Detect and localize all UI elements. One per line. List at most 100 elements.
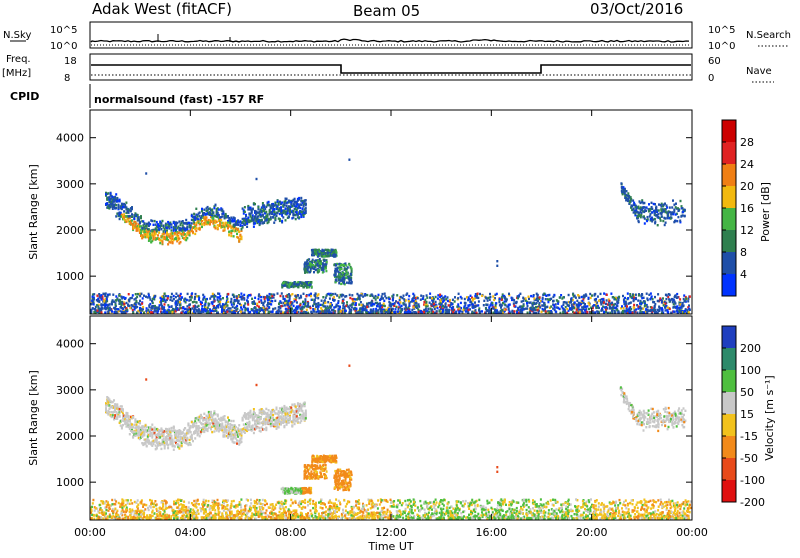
heatmap-cell: [116, 197, 118, 199]
heatmap-cell: [588, 308, 590, 310]
heatmap-cell: [194, 311, 196, 313]
heatmap-cell: [418, 311, 420, 313]
heatmap-cell: [132, 305, 134, 307]
heatmap-cell: [203, 296, 205, 298]
heatmap-cell: [640, 215, 642, 217]
heatmap-cell: [262, 202, 264, 204]
heatmap-cell: [281, 201, 283, 203]
heatmap-cell: [495, 302, 497, 304]
heatmap-cell: [622, 193, 624, 195]
heatmap-cell: [305, 302, 307, 304]
heatmap-cell: [655, 211, 657, 213]
heatmap-cell: [576, 300, 578, 302]
heatmap-cell: [392, 299, 394, 301]
heatmap-cell: [610, 293, 612, 295]
heatmap-cell: [123, 303, 125, 305]
heatmap-cell: [342, 300, 344, 302]
heatmap-cell: [205, 301, 207, 303]
heatmap-cell: [296, 301, 298, 303]
heatmap-cell: [278, 203, 280, 205]
heatmap-cell: [504, 296, 506, 298]
heatmap-cell: [128, 305, 130, 307]
heatmap-cell: [256, 303, 258, 305]
heatmap-cell: [481, 310, 483, 312]
heatmap-cell: [101, 311, 103, 313]
heatmap-cell: [135, 307, 137, 309]
heatmap-cell: [452, 311, 454, 313]
heatmap-cell: [172, 241, 174, 243]
heatmap-cell: [142, 429, 144, 431]
heatmap-cell: [458, 293, 460, 295]
heatmap-cell: [667, 215, 669, 217]
heatmap-cell: [439, 299, 441, 301]
heatmap-cell: [347, 266, 349, 268]
heatmap-cell: [489, 304, 491, 306]
heatmap-cell: [665, 222, 667, 224]
heatmap-cell: [160, 222, 162, 224]
heatmap-cell: [367, 303, 369, 305]
heatmap-cell: [669, 294, 671, 296]
colorbar-segment: [722, 186, 736, 208]
heatmap-cell: [420, 299, 422, 301]
heatmap-cell: [672, 306, 674, 308]
heatmap-cell: [318, 293, 320, 295]
heatmap-cell: [173, 295, 175, 297]
heatmap-cell: [159, 242, 161, 244]
heatmap-cell: [661, 308, 663, 310]
heatmap-cell: [220, 298, 222, 300]
heatmap-cell: [172, 232, 174, 234]
heatmap-cell: [322, 262, 324, 264]
heatmap-cell: [199, 211, 201, 213]
heatmap-cell: [430, 308, 432, 310]
heatmap-cell: [657, 293, 659, 295]
heatmap-cell: [254, 222, 256, 224]
heatmap-cell: [243, 305, 245, 307]
heatmap-cell: [189, 222, 191, 224]
heatmap-cell: [121, 420, 123, 422]
heatmap-cell: [283, 204, 285, 206]
heatmap-cell: [350, 267, 352, 269]
heatmap-cell: [503, 308, 505, 310]
heatmap-cell: [299, 207, 301, 209]
heatmap-cell: [508, 308, 510, 310]
heatmap-cell: [517, 295, 519, 297]
heatmap-cell: [489, 296, 491, 298]
heatmap-cell: [461, 311, 463, 313]
heatmap-cell: [190, 225, 192, 227]
heatmap-cell: [499, 311, 501, 313]
heatmap-cell: [413, 306, 415, 308]
heatmap-cell: [118, 206, 120, 208]
heatmap-cell: [302, 208, 304, 210]
heatmap-cell: [597, 295, 599, 297]
heatmap-cell: [504, 303, 506, 305]
heatmap-cell: [118, 295, 120, 297]
heatmap-cell: [122, 307, 124, 309]
heatmap-cell: [222, 297, 224, 299]
heatmap-cell: [362, 295, 364, 297]
heatmap-cell: [638, 221, 640, 223]
heatmap-cell: [314, 301, 316, 303]
heatmap-cell: [167, 243, 169, 245]
heatmap-cell: [254, 310, 256, 312]
heatmap-cell: [272, 310, 274, 312]
heatmap-cell: [495, 306, 497, 308]
heatmap-cell: [187, 293, 189, 295]
heatmap-cell: [167, 297, 169, 299]
heatmap-cell: [320, 304, 322, 306]
heatmap-cell: [633, 208, 635, 210]
heatmap-cell: [201, 226, 203, 228]
heatmap-cell: [545, 310, 547, 312]
heatmap-cell: [160, 297, 162, 299]
nave-label: Nave: [746, 66, 772, 77]
heatmap-cell: [342, 272, 344, 274]
heatmap-cell: [300, 296, 302, 298]
colorbar-tick-label: 20: [740, 180, 754, 193]
heatmap-cell: [305, 203, 307, 205]
heatmap-cell: [326, 261, 328, 263]
heatmap-cell: [552, 296, 554, 298]
heatmap-cell: [527, 305, 529, 307]
heatmap-cell: [627, 297, 629, 299]
heatmap-cell: [123, 210, 125, 212]
heatmap-cell: [111, 310, 113, 312]
heatmap-cell: [629, 201, 631, 203]
